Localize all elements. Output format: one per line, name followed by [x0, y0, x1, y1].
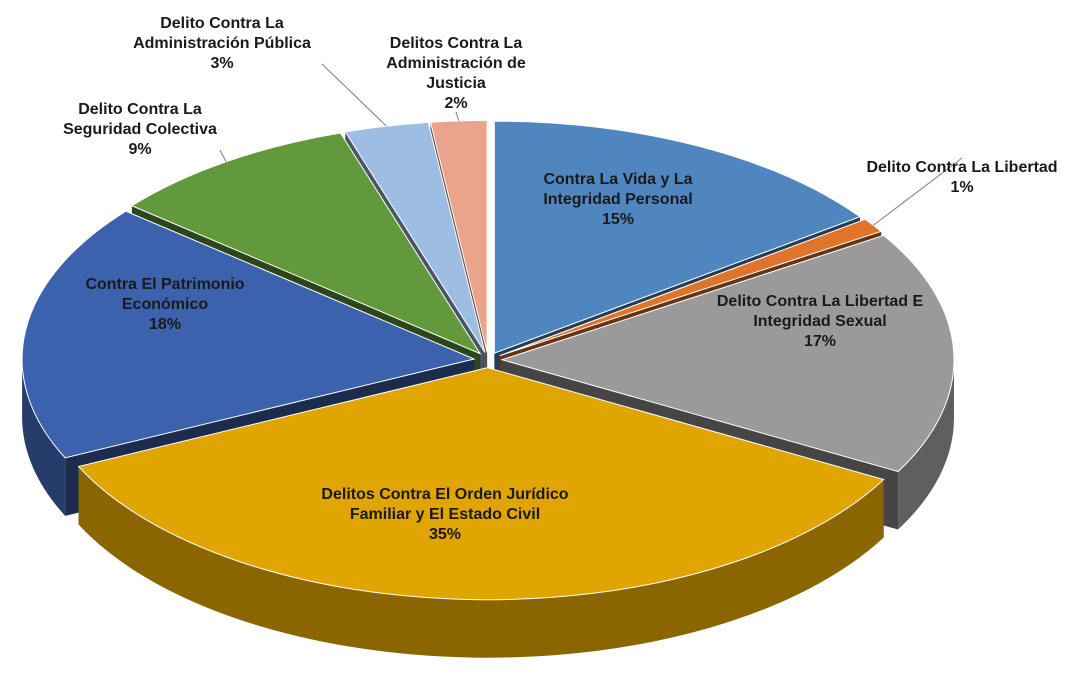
- slice-label: Delitos Contra La Administración de Just…: [366, 34, 546, 114]
- slice-label: Delitos Contra El Orden Jurídico Familia…: [320, 485, 570, 545]
- category-label: Delito Contra La Libertad E Integridad S…: [716, 293, 924, 330]
- value-label: 3%: [210, 55, 234, 72]
- leader-line: [219, 149, 227, 162]
- slice: [500, 234, 955, 473]
- slice: [130, 132, 482, 355]
- slice-side: [898, 359, 954, 530]
- value-label: 9%: [128, 141, 152, 158]
- slice-label: Contra El Patrimonio Económico 18%: [70, 275, 260, 335]
- slice: [499, 218, 883, 357]
- slice-group: [77, 367, 885, 658]
- value-label: 1%: [950, 179, 974, 196]
- value-label: 2%: [444, 95, 468, 112]
- category-label: Delito Contra La Administración Pública: [133, 15, 311, 52]
- category-label: Contra El Patrimonio Económico: [85, 276, 245, 313]
- category-label: Delitos Contra El Orden Jurídico Familia…: [321, 486, 569, 523]
- slice-label: Delito Contra La Libertad 1%: [827, 158, 1089, 198]
- slice-label: Delito Contra La Libertad E Integridad S…: [705, 292, 935, 352]
- slice: [493, 120, 862, 354]
- category-label: Delitos Contra La Administración de Just…: [386, 35, 526, 92]
- slice: [77, 367, 885, 601]
- leader-line: [455, 111, 460, 121]
- slice: [21, 210, 476, 459]
- category-label: Delito Contra La Libertad: [866, 159, 1058, 176]
- value-label: 17%: [803, 333, 837, 350]
- slice-side: [22, 359, 66, 516]
- slice-label: Delito Contra La Administración Pública 3…: [112, 14, 332, 74]
- slice: [344, 121, 486, 353]
- leader-line: [321, 63, 387, 127]
- slice-label: Contra La Vida y La Integridad Personal 1…: [518, 170, 718, 230]
- slice-side: [78, 466, 884, 658]
- value-label: 35%: [428, 526, 462, 543]
- leader-line: [873, 157, 963, 226]
- slice: [429, 119, 488, 353]
- slice-label: Delito Contra La Seguridad Colectiva 9%: [45, 100, 235, 160]
- value-label: 15%: [601, 211, 635, 228]
- value-label: 18%: [148, 316, 182, 333]
- category-label: Delito Contra La Seguridad Colectiva: [63, 101, 217, 138]
- category-label: Contra La Vida y La Integridad Personal: [543, 171, 693, 208]
